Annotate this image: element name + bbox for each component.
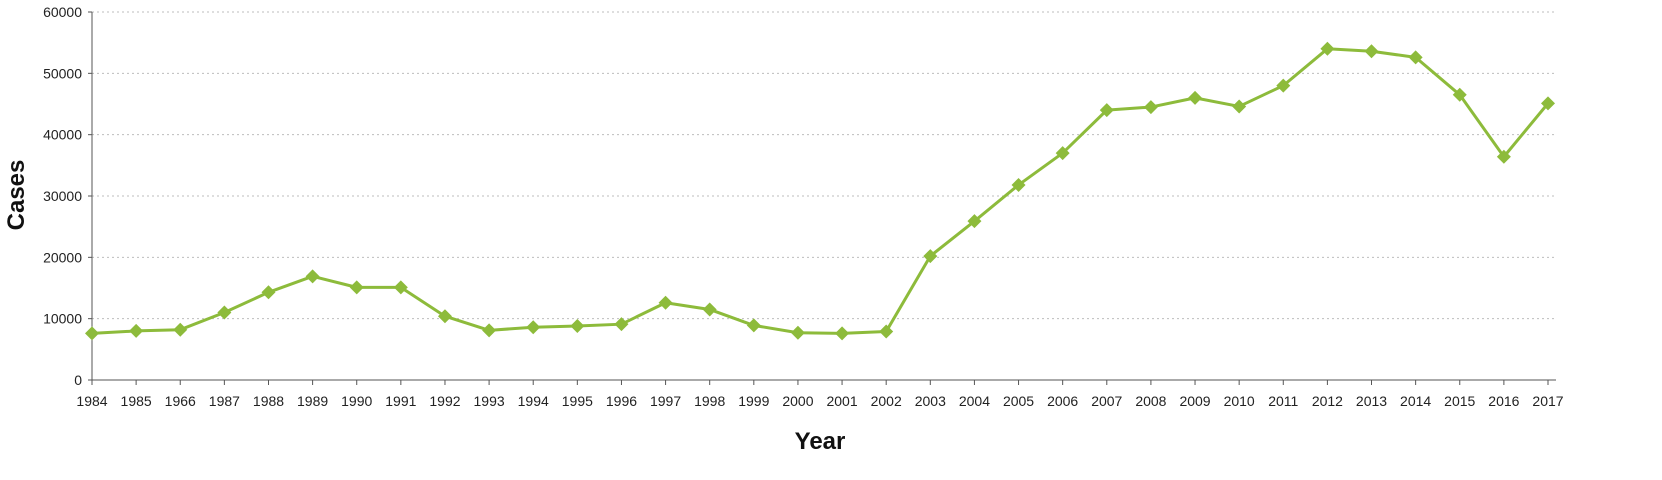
x-tick-label: 2004 — [959, 393, 990, 409]
y-tick-label: 60000 — [43, 4, 82, 20]
x-tick-label: 1992 — [429, 393, 460, 409]
data-point — [217, 305, 232, 320]
data-point — [1452, 87, 1467, 102]
data-point — [85, 326, 99, 341]
x-tick-label: 1997 — [650, 393, 681, 409]
x-tick-label: 1988 — [253, 393, 284, 409]
data-point — [614, 317, 629, 332]
data-point — [1099, 103, 1114, 118]
x-tick-label: 2013 — [1356, 393, 1387, 409]
data-point — [173, 322, 188, 337]
x-tick-label: 1985 — [121, 393, 152, 409]
x-tick-label: 2001 — [826, 393, 857, 409]
x-tick-label: 2015 — [1444, 393, 1475, 409]
data-point — [305, 269, 320, 284]
data-point — [1541, 96, 1555, 111]
x-tick-label: 1994 — [518, 393, 549, 409]
data-point — [746, 318, 761, 333]
data-point — [879, 324, 894, 339]
data-point — [526, 320, 541, 335]
data-point — [437, 309, 452, 324]
x-tick-label: 2006 — [1047, 393, 1078, 409]
x-tick-label: 1999 — [738, 393, 769, 409]
data-point — [1408, 50, 1423, 65]
y-tick-label: 0 — [74, 372, 82, 388]
data-point — [1188, 90, 1203, 105]
y-tick-labels: 0 10000 20000 30000 40000 50000 60000 — [43, 4, 82, 388]
data-point — [658, 295, 673, 310]
x-tick-label: 2014 — [1400, 393, 1431, 409]
x-tick-label: 1966 — [165, 393, 196, 409]
x-tick-label: 1991 — [385, 393, 416, 409]
data-point — [393, 280, 408, 295]
data-point — [1320, 41, 1335, 56]
x-tick-label: 2000 — [782, 393, 813, 409]
axes — [88, 11, 1556, 385]
data-point — [570, 319, 585, 334]
y-axis-title: Cases — [3, 160, 30, 231]
data-point — [1276, 78, 1291, 93]
y-tick-label: 50000 — [43, 65, 82, 81]
y-tick-label: 20000 — [43, 249, 82, 265]
data-point — [835, 326, 850, 341]
y-tick-label: 30000 — [43, 188, 82, 204]
x-tick-label: 1995 — [562, 393, 593, 409]
data-point — [923, 249, 938, 264]
x-tick-label: 2005 — [1003, 393, 1034, 409]
data-point — [967, 214, 982, 229]
series — [85, 41, 1555, 341]
x-tick-labels: 1984 1985 1966 1987 1988 1989 1990 1991 1992 1993… — [76, 393, 1563, 409]
x-tick-label: 2007 — [1091, 393, 1122, 409]
x-tick-label: 1996 — [606, 393, 637, 409]
x-tick-label: 2012 — [1312, 393, 1343, 409]
data-point — [1143, 100, 1158, 115]
x-tick-label: 1989 — [297, 393, 328, 409]
data-point — [702, 302, 717, 317]
series-line — [91, 47, 1550, 335]
x-tick-label: 1998 — [694, 393, 725, 409]
x-tick-label: 1987 — [209, 393, 240, 409]
gridlines — [92, 11, 1556, 320]
y-tick-label: 10000 — [43, 311, 82, 327]
y-tick-label: 40000 — [43, 127, 82, 143]
data-point — [129, 323, 144, 338]
data-point — [1055, 146, 1070, 161]
data-point — [790, 325, 805, 340]
data-point — [482, 323, 497, 338]
data-point — [1364, 44, 1379, 59]
x-tick-label: 2009 — [1179, 393, 1210, 409]
x-tick-label: 1993 — [474, 393, 505, 409]
x-tick-label: 2011 — [1268, 393, 1298, 409]
x-tick-label: 2002 — [871, 393, 902, 409]
x-tick-label: 2016 — [1488, 393, 1519, 409]
data-point — [1496, 149, 1511, 164]
x-tick-label: 1990 — [341, 393, 372, 409]
data-point — [349, 280, 364, 295]
x-tick-label: 2003 — [915, 393, 946, 409]
x-tick-label: 1984 — [76, 393, 107, 409]
data-point — [1232, 99, 1247, 114]
x-tick-label: 2008 — [1135, 393, 1166, 409]
x-tick-label: 2017 — [1532, 393, 1563, 409]
x-axis-title: Year — [795, 428, 846, 455]
x-tick-label: 2010 — [1224, 393, 1255, 409]
data-point — [261, 285, 276, 300]
data-point — [1011, 177, 1026, 192]
